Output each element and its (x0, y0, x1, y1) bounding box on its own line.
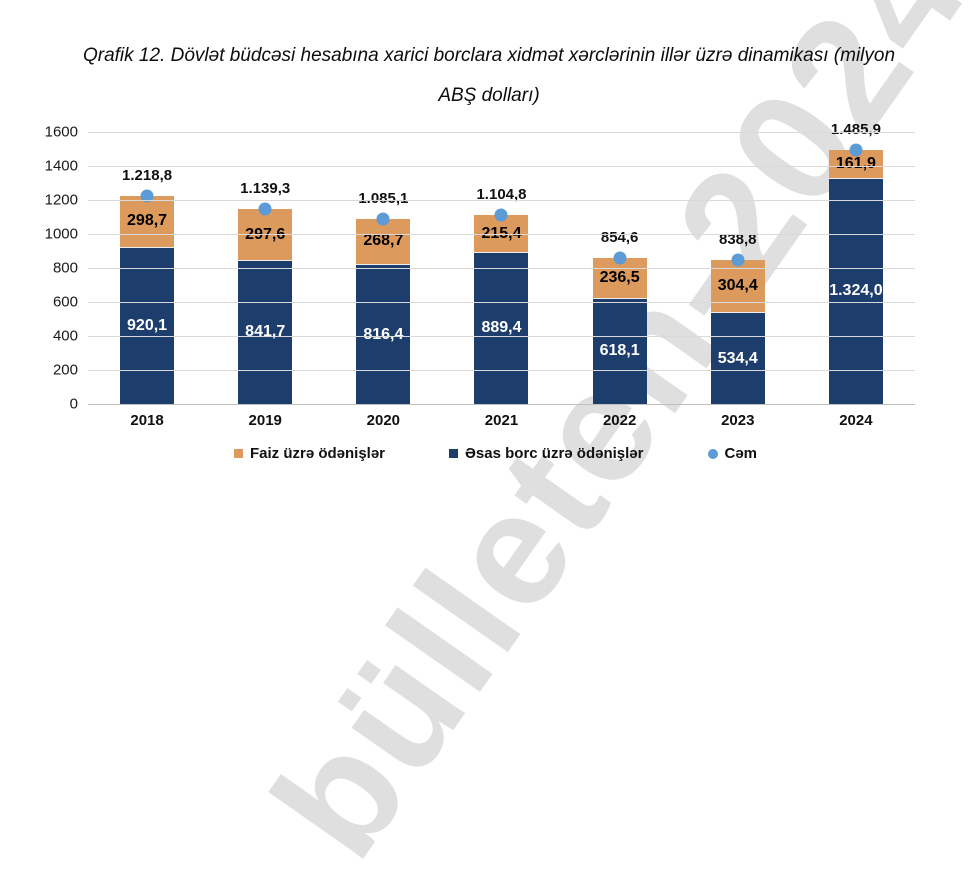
bar-stack-2024[interactable]: 161,9 1.324,0 1.485,9 (828, 121, 883, 404)
total-marker-dot[interactable] (613, 251, 627, 265)
bar-slot-2020: 268,7 816,4 1.085,1 (324, 132, 442, 404)
principal-segment[interactable]: 816,4 (356, 265, 411, 404)
bar-stack-2018[interactable]: 298,7 920,1 1.218,8 (120, 167, 175, 404)
bar-slot-2023: 304,4 534,4 838,8 (679, 132, 797, 404)
y-tick-label: 1000 (44, 225, 78, 243)
chart-title: Qrafik 12. Dövlət büdcəsi hesabına xaric… (10, 36, 968, 116)
legend-item-total-label: Cəm (724, 445, 758, 462)
legend-item-principal-swatch-icon (449, 449, 459, 458)
bar-slot-2018: 298,7 920,1 1.218,8 (88, 132, 206, 404)
y-tick-label: 1200 (44, 191, 78, 209)
total-marker-dot[interactable] (731, 253, 745, 267)
interest-value-label: 268,7 (363, 232, 404, 250)
principal-value-label: 618,1 (599, 342, 640, 360)
bars-layer: 298,7 920,1 1.218,8 297,6 841,7 1.139,3 268,7 8… (88, 121, 915, 404)
total-value-label: 1.139,3 (240, 180, 291, 198)
x-axis-label-2020: 2020 (366, 412, 401, 429)
interest-segment[interactable]: 298,7 (120, 195, 175, 248)
legend-item-total-swatch-icon (707, 448, 718, 459)
total-marker-dot[interactable] (849, 143, 863, 157)
legend-item-interest[interactable]: Faiz üzrə ödənişlər (233, 445, 386, 462)
x-axis-label-2019: 2019 (248, 412, 282, 429)
y-tick-label: 0 (69, 395, 78, 413)
principal-value-label: 1.324,0 (829, 282, 883, 300)
principal-segment[interactable]: 534,4 (710, 313, 765, 404)
principal-value-label: 841,7 (245, 323, 286, 341)
gridline (88, 234, 915, 235)
legend-item-principal[interactable]: Əsas borc üzrə ödənişlər (449, 445, 644, 462)
x-axis-label-2022: 2022 (602, 412, 637, 429)
interest-value-label: 215,4 (481, 224, 522, 242)
gridline (88, 336, 915, 337)
gridline (88, 302, 915, 303)
principal-segment[interactable]: 1.324,0 (828, 178, 883, 404)
total-value-label: 1.085,1 (358, 189, 409, 207)
gridline (88, 166, 915, 167)
total-marker-dot[interactable] (140, 189, 154, 203)
interest-value-label: 236,5 (599, 268, 640, 286)
principal-segment[interactable]: 889,4 (474, 252, 529, 404)
legend-item-total[interactable]: Cəm (707, 445, 758, 462)
principal-segment[interactable]: 841,7 (238, 260, 293, 404)
principal-segment[interactable]: 618,1 (592, 298, 647, 404)
bar-slot-2024: 161,9 1.324,0 1.485,9 (797, 121, 915, 404)
bar-stack-2021[interactable]: 215,4 889,4 1.104,8 (474, 186, 529, 404)
total-value-label: 838,8 (718, 231, 757, 249)
plot-area: 298,7 920,1 1.218,8 297,6 841,7 1.139,3 268,7 8… (88, 121, 915, 405)
total-value-label: 854,6 (600, 228, 639, 246)
x-axis-label-2018: 2018 (130, 412, 164, 429)
interest-segment[interactable]: 304,4 (710, 260, 765, 314)
legend: Faiz üzrə ödənişlər Əsas borc üzrə ödəniş… (38, 445, 953, 462)
y-tick-label: 1600 (44, 123, 78, 141)
gridline (88, 370, 915, 371)
gridline (88, 200, 915, 201)
gridline (88, 268, 915, 269)
x-axis-label-2023: 2023 (721, 412, 755, 429)
interest-value-label: 304,4 (717, 277, 758, 295)
legend-item-interest-label: Faiz üzrə ödənişlər (249, 445, 386, 462)
interest-segment[interactable]: 268,7 (356, 218, 411, 266)
total-value-label: 1.104,8 (476, 186, 527, 204)
interest-segment[interactable]: 297,6 (238, 209, 293, 261)
total-value-label: 1.218,8 (122, 166, 173, 184)
y-tick-label: 600 (52, 293, 78, 311)
total-marker-dot[interactable] (376, 212, 390, 226)
principal-value-label: 889,4 (481, 319, 522, 337)
principal-value-label: 816,4 (363, 325, 404, 343)
principal-value-label: 920,1 (127, 316, 168, 334)
interest-value-label: 298,7 (127, 212, 168, 230)
interest-segment[interactable]: 236,5 (592, 257, 647, 299)
principal-segment[interactable]: 920,1 (120, 247, 175, 404)
y-tick-label: 800 (52, 259, 78, 277)
bar-stack-2023[interactable]: 304,4 534,4 838,8 (710, 231, 765, 404)
bar-stack-2020[interactable]: 268,7 816,4 1.085,1 (356, 190, 411, 404)
chart-title-line2: ABŞ dolları) (438, 85, 540, 106)
interest-value-label: 161,9 (835, 155, 876, 173)
total-marker-dot[interactable] (258, 202, 272, 216)
total-value-label: 1.485,9 (830, 121, 881, 139)
legend-item-interest-swatch-icon (233, 449, 243, 458)
y-tick-label: 400 (52, 327, 78, 345)
y-tick-label: 1400 (44, 157, 78, 175)
chart-title-line1: Qrafik 12. Dövlət büdcəsi hesabına xaric… (82, 45, 896, 66)
x-axis-label-2024: 2024 (839, 412, 873, 429)
total-marker-dot[interactable] (494, 208, 508, 222)
gridline (88, 132, 915, 133)
principal-value-label: 534,4 (717, 349, 758, 367)
bar-stack-2019[interactable]: 297,6 841,7 1.139,3 (238, 180, 293, 404)
x-axis-label-2021: 2021 (484, 412, 519, 429)
x-axis-labels: 2018 2019 2020 2021 2022 2023 2024 (88, 412, 915, 429)
y-axis: 0 200 400 600 800 1000 1200 1400 1600 (38, 124, 88, 413)
chart-area: 0 200 400 600 800 1000 1200 1400 1600 298,7 920,1… (38, 121, 915, 462)
y-tick-label: 200 (52, 361, 78, 379)
bar-stack-2022[interactable]: 236,5 618,1 854,6 (592, 229, 647, 404)
bar-slot-2022: 236,5 618,1 854,6 (561, 132, 679, 404)
bar-slot-2021: 215,4 889,4 1.104,8 (442, 132, 560, 404)
legend-item-principal-label: Əsas borc üzrə ödənişlər (465, 445, 644, 462)
